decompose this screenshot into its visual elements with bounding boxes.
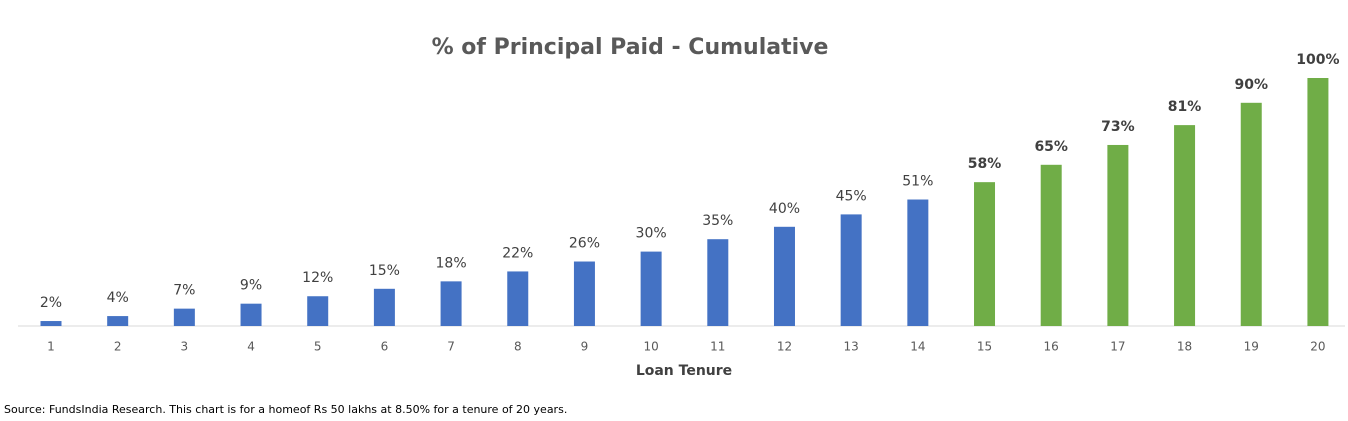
- x-tick-label: 11: [710, 340, 725, 354]
- bar: [440, 281, 462, 326]
- bar: [974, 182, 996, 326]
- x-tick-label: 14: [910, 340, 925, 354]
- bar: [1240, 102, 1262, 326]
- value-label: 12%: [302, 270, 333, 286]
- x-tick-label: 9: [581, 340, 589, 354]
- x-tick-label: 2: [114, 340, 122, 354]
- value-label: 30%: [636, 226, 667, 242]
- value-label: 90%: [1234, 77, 1268, 93]
- value-label: 51%: [902, 174, 933, 190]
- x-tick-label: 1: [47, 340, 55, 354]
- bar: [773, 226, 795, 326]
- bar: [907, 199, 929, 326]
- value-label: 26%: [569, 236, 600, 252]
- x-axis-title: Loan Tenure: [636, 363, 732, 379]
- source-note: Source: FundsIndia Research. This chart …: [4, 403, 567, 416]
- bar: [240, 303, 262, 326]
- bar: [1107, 144, 1129, 326]
- x-tick-label: 10: [643, 340, 658, 354]
- chart-title: % of Principal Paid - Cumulative: [432, 35, 829, 60]
- x-tick-label: 12: [777, 340, 792, 354]
- bar: [707, 239, 729, 326]
- bar: [640, 251, 662, 326]
- value-label: 4%: [107, 290, 129, 306]
- value-label: 100%: [1296, 52, 1339, 68]
- value-label: 9%: [240, 278, 262, 294]
- bar: [373, 288, 395, 326]
- x-tick-label: 20: [1310, 340, 1325, 354]
- x-tick-label: 18: [1177, 340, 1192, 354]
- bar: [1307, 78, 1329, 326]
- bar: [173, 308, 195, 326]
- x-tick-label: 17: [1110, 340, 1125, 354]
- bar: [840, 214, 862, 326]
- x-tick-label: 19: [1244, 340, 1259, 354]
- value-label: 35%: [702, 213, 733, 229]
- value-label: 58%: [968, 156, 1002, 172]
- value-label: 22%: [502, 245, 533, 261]
- bar: [507, 271, 529, 326]
- bar: [573, 261, 595, 326]
- x-tick-label: 15: [977, 340, 992, 354]
- x-tick-label: 8: [514, 340, 522, 354]
- x-tick-label: 13: [844, 340, 859, 354]
- x-tick-label: 6: [381, 340, 389, 354]
- bar: [1040, 164, 1062, 326]
- value-label: 7%: [173, 283, 195, 299]
- value-label: 81%: [1168, 99, 1202, 115]
- value-label: 15%: [369, 263, 400, 279]
- x-tick-label: 7: [447, 340, 455, 354]
- bar: [107, 316, 129, 326]
- bar: [307, 296, 329, 326]
- x-tick-label: 16: [1044, 340, 1059, 354]
- value-label: 65%: [1034, 139, 1068, 155]
- value-label: 73%: [1101, 119, 1135, 135]
- x-tick-label: 4: [247, 340, 255, 354]
- value-label: 18%: [436, 255, 467, 271]
- value-label: 2%: [40, 295, 62, 311]
- bar: [1174, 125, 1196, 327]
- x-tick-label: 3: [181, 340, 189, 354]
- bar: [40, 321, 62, 326]
- value-label: 45%: [836, 188, 867, 204]
- x-tick-label: 5: [314, 340, 322, 354]
- value-label: 40%: [769, 201, 800, 217]
